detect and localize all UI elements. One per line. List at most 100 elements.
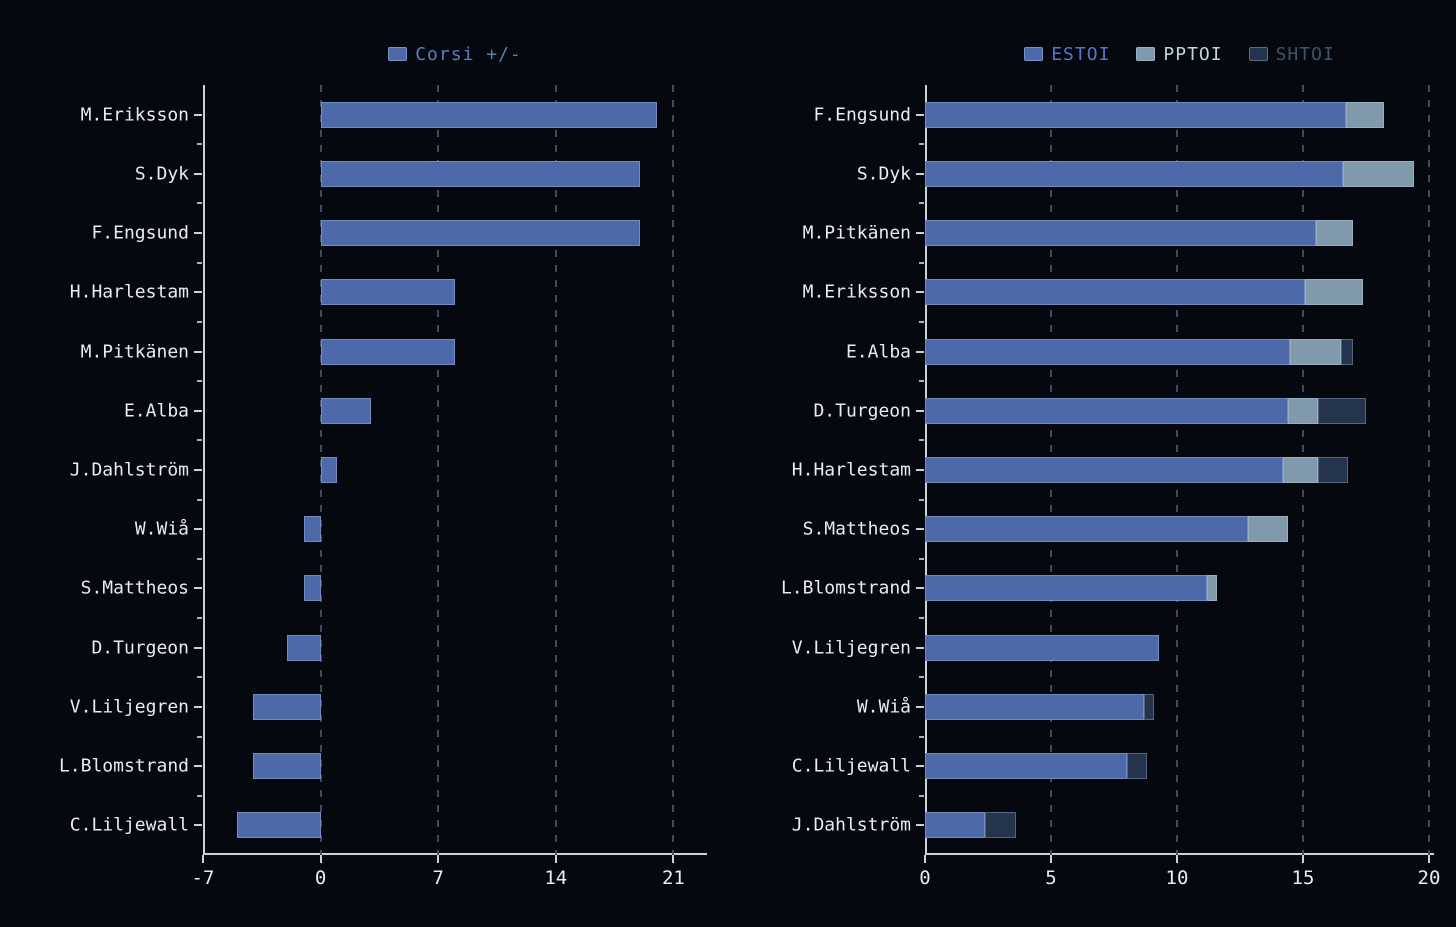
player-label: D.Turgeon <box>813 400 911 422</box>
y-minor-tick-mark <box>919 676 924 679</box>
x-tick-label: 0 <box>919 867 931 889</box>
bar-segment-pptoi <box>1345 101 1384 128</box>
bar-segment-pptoi <box>1305 279 1364 306</box>
chart-legend: Corsi +/- <box>203 42 707 66</box>
y-tick-mark <box>916 528 924 531</box>
player-label: E.Alba <box>123 400 189 422</box>
player-label: M.Pitkänen <box>802 222 911 244</box>
chart-legend: ESTOI PPTOI SHTOI <box>925 42 1434 66</box>
bar-row <box>203 575 707 602</box>
x-tick-mark <box>319 855 322 863</box>
x-tick-label: 5 <box>1045 867 1057 889</box>
bar-segment-estoi <box>925 812 986 839</box>
x-tick-label: 15 <box>1291 867 1315 889</box>
bar-segment-corsi <box>253 693 321 720</box>
y-minor-tick-mark <box>919 143 924 146</box>
player-label: W.Wiå <box>856 696 911 718</box>
bar-segment-estoi <box>925 338 1291 365</box>
y-minor-tick-mark <box>919 439 924 442</box>
bar-segment-corsi <box>287 634 321 661</box>
y-tick-mark <box>194 291 202 294</box>
gridline <box>1427 85 1430 855</box>
bar-row <box>925 279 1434 306</box>
bar-segment-estoi <box>925 101 1346 128</box>
shtoi-legend-swatch-icon <box>1248 47 1268 61</box>
bar-segment-shtoi <box>1144 693 1155 720</box>
bar-segment-estoi <box>925 160 1344 187</box>
y-tick-mark <box>916 587 924 590</box>
bar-row <box>203 338 707 365</box>
bar-segment-shtoi <box>1318 457 1349 483</box>
y-minor-tick-mark <box>197 261 202 264</box>
y-minor-tick-mark <box>197 320 202 323</box>
y-minor-tick-mark <box>919 261 924 264</box>
x-tick-mark <box>202 855 204 863</box>
y-tick-mark <box>916 172 924 175</box>
bar-segment-shtoi <box>1126 753 1147 780</box>
bar-row <box>203 753 707 780</box>
x-tick-mark <box>1175 855 1178 863</box>
y-tick-mark <box>194 646 202 649</box>
y-tick-mark <box>194 232 202 235</box>
bar-row <box>203 634 707 661</box>
y-minor-tick-mark <box>919 794 924 797</box>
legend-label-shtoi: SHTOI <box>1275 43 1335 65</box>
bar-segment-corsi <box>303 516 321 543</box>
player-label: F.Engsund <box>91 222 189 244</box>
bar-row <box>203 160 707 187</box>
player-label: V.Liljegren <box>69 696 189 718</box>
player-label: C.Liljewall <box>69 814 189 836</box>
player-label: L.Blomstrand <box>58 755 189 777</box>
bar-segment-estoi <box>925 457 1283 483</box>
y-minor-tick-mark <box>197 557 202 560</box>
bar-row <box>925 397 1434 424</box>
bar-segment-pptoi <box>1290 338 1341 365</box>
y-minor-tick-mark <box>197 143 202 146</box>
legend-label-pptoi: PPTOI <box>1163 43 1223 65</box>
x-tick-label: 7 <box>432 867 444 889</box>
bar-segment-estoi <box>925 575 1208 602</box>
player-label: M.Pitkänen <box>80 341 189 363</box>
x-tick-label: 21 <box>661 867 685 889</box>
y-minor-tick-mark <box>197 439 202 442</box>
bar-row <box>203 812 707 839</box>
pptoi-legend-swatch-icon <box>1136 47 1156 61</box>
toi-chart-panel: ESTOI PPTOI SHTOI 0 5 10 15 20 F.Engsund S.Dyk M.… <box>728 0 1456 927</box>
y-tick-mark <box>194 172 202 175</box>
bar-segment-estoi <box>925 220 1316 247</box>
x-tick-label: -7 <box>191 867 215 889</box>
bar-segment-corsi <box>320 160 640 187</box>
y-tick-mark <box>194 824 202 827</box>
y-minor-tick-mark <box>919 735 924 738</box>
legend-item-pptoi: PPTOI <box>1136 44 1222 65</box>
bar-segment-shtoi <box>1340 338 1354 365</box>
bar-row <box>925 634 1434 661</box>
y-minor-tick-mark <box>197 498 202 501</box>
bar-segment-estoi <box>925 397 1288 424</box>
y-minor-tick-mark <box>919 320 924 323</box>
bar-segment-estoi <box>925 753 1127 780</box>
y-minor-tick-mark <box>197 202 202 205</box>
bar-segment-corsi <box>320 279 455 306</box>
bar-row <box>203 279 707 306</box>
player-label: S.Dyk <box>134 163 189 185</box>
x-tick-label: 20 <box>1417 867 1441 889</box>
y-tick-mark <box>916 232 924 235</box>
bar-row <box>925 575 1434 602</box>
bar-segment-estoi <box>925 516 1248 543</box>
y-tick-mark <box>194 409 202 412</box>
y-minor-tick-mark <box>197 794 202 797</box>
player-label: H.Harlestam <box>791 459 911 481</box>
x-tick-label: 14 <box>544 867 568 889</box>
x-tick-mark <box>1301 855 1304 863</box>
bar-row <box>203 516 707 543</box>
x-tick-mark <box>924 855 926 863</box>
player-label: J.Dahlström <box>791 814 911 836</box>
y-tick-mark <box>194 765 202 768</box>
y-minor-tick-mark <box>919 617 924 620</box>
bar-segment-pptoi <box>1315 220 1354 247</box>
bar-segment-corsi <box>236 812 321 839</box>
bar-segment-corsi <box>320 457 338 483</box>
axis-spines <box>203 85 707 855</box>
bar-segment-corsi <box>303 575 321 602</box>
